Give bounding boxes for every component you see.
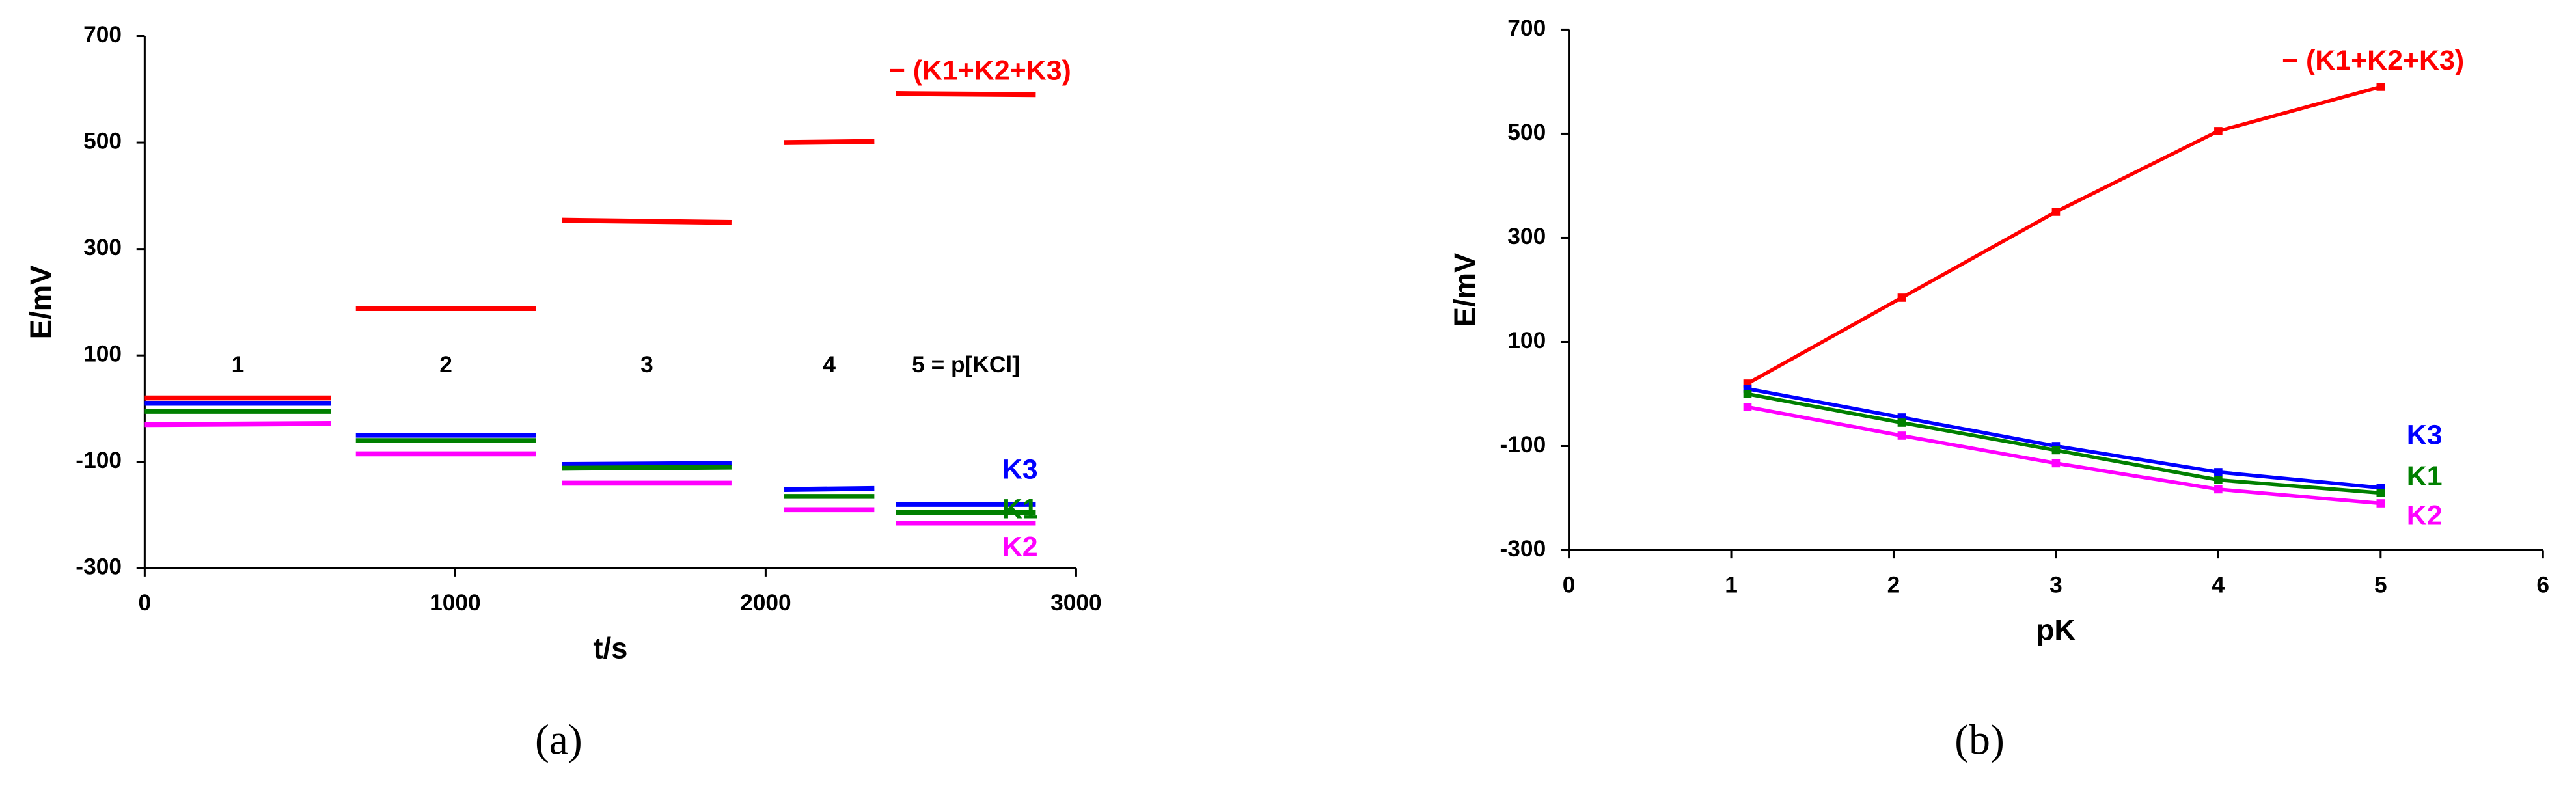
y-axis-title: E/mV <box>24 266 57 340</box>
marker <box>2376 499 2385 508</box>
marker <box>1897 293 1906 302</box>
caption: (b) <box>1954 716 2005 763</box>
x-tick-label: 3 <box>2049 572 2062 597</box>
marker <box>2376 489 2385 497</box>
marker <box>2214 127 2223 135</box>
x-tick-label: 1000 <box>430 590 481 616</box>
legend-label: K2 <box>2407 500 2443 531</box>
legend-label: K1 <box>2407 461 2443 492</box>
y-tick-label: 100 <box>1507 328 1546 353</box>
y-tick-label: 500 <box>83 128 122 154</box>
marker <box>2051 208 2061 216</box>
marker <box>1743 390 1752 398</box>
step-annotation: 2 <box>439 352 452 377</box>
caption: (a) <box>535 716 582 763</box>
x-tick-label: 3000 <box>1050 590 1102 616</box>
legend-label: K1 <box>1002 493 1038 524</box>
series-line <box>144 421 1036 526</box>
y-axis-title: E/mV <box>1448 253 1481 327</box>
series-line <box>144 409 1036 515</box>
marker <box>1897 418 1906 427</box>
legend-label: K3 <box>2407 420 2443 451</box>
y-tick-label: 700 <box>1507 16 1546 41</box>
legend-label: − (K1+K2+K3) <box>889 55 1071 86</box>
y-tick-label: -100 <box>75 448 122 473</box>
series-line <box>144 400 1036 507</box>
y-tick-label: 700 <box>83 22 122 48</box>
step-annotation: 5 = p[KCl] <box>912 352 1020 377</box>
step-annotation: 4 <box>823 352 836 377</box>
x-tick-label: 6 <box>2536 572 2549 597</box>
y-tick-label: 100 <box>83 342 122 367</box>
series-line <box>1746 85 2381 385</box>
legend-label: K2 <box>1002 531 1038 562</box>
y-tick-label: 500 <box>1507 120 1546 145</box>
x-tick-label: 2000 <box>740 590 791 616</box>
y-tick-label: 300 <box>1507 224 1546 249</box>
x-tick-label: 5 <box>2374 572 2387 597</box>
x-axis-title: pK <box>2036 614 2076 647</box>
marker <box>1897 431 1906 440</box>
x-tick-label: 4 <box>2212 572 2225 597</box>
step-annotation: 1 <box>232 352 245 377</box>
marker <box>2214 485 2223 494</box>
y-tick-label: -300 <box>75 554 122 580</box>
x-tick-label: 0 <box>1563 572 1576 597</box>
x-tick-label: 0 <box>139 590 152 616</box>
series-line <box>144 91 1036 401</box>
marker <box>1743 403 1752 411</box>
series-line <box>1747 387 2381 490</box>
y-tick-label: -300 <box>1500 536 1546 562</box>
marker <box>2376 83 2385 91</box>
step-annotation: 3 <box>640 352 653 377</box>
marker <box>2214 468 2223 476</box>
series-line <box>1747 405 2381 506</box>
x-tick-label: 2 <box>1887 572 1900 597</box>
marker <box>2051 459 2061 468</box>
legend-label: K3 <box>1002 454 1038 485</box>
x-axis-title: t/s <box>593 631 627 664</box>
x-tick-label: 1 <box>1725 572 1738 597</box>
y-tick-label: -100 <box>1500 432 1546 457</box>
marker <box>2051 446 2061 455</box>
y-tick-label: 300 <box>83 235 122 260</box>
marker <box>2214 476 2223 484</box>
legend-label: − (K1+K2+K3) <box>2282 45 2464 76</box>
